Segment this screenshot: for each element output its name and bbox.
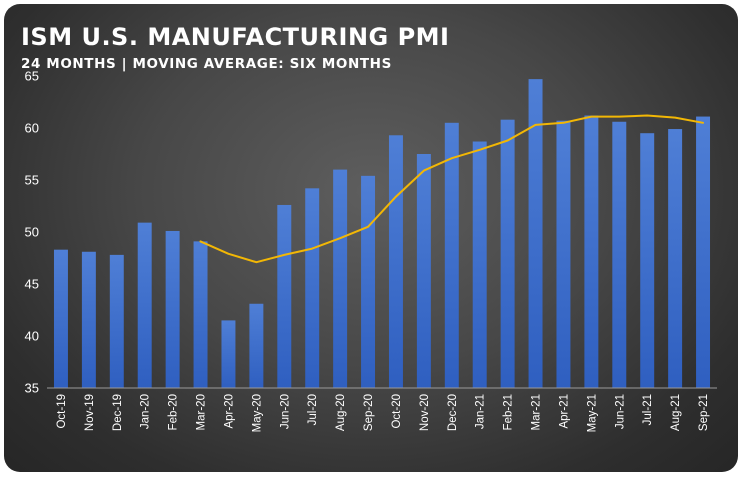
y-tick-label: 40: [25, 329, 39, 344]
x-tick-label: Oct-19: [56, 394, 68, 429]
x-tick-label: Jun-20: [279, 394, 291, 429]
bar-sep-21: [696, 116, 711, 388]
bar-mar-21: [528, 79, 543, 389]
x-tick-label: May-20: [251, 394, 263, 432]
y-tick-label: 35: [25, 381, 39, 396]
bar-nov-19: [81, 251, 96, 388]
x-tick-label: Jun-21: [614, 394, 626, 429]
x-tick-label: Oct-20: [391, 394, 403, 429]
bar-jun-21: [612, 121, 627, 388]
x-tick-label: Apr-20: [223, 394, 235, 429]
x-tick-label: Sep-21: [698, 394, 710, 431]
x-tick-label: Nov-20: [419, 394, 431, 431]
y-tick-label: 50: [25, 225, 39, 240]
y-tick-label: 45: [25, 277, 39, 292]
x-tick-label: Mar-21: [531, 394, 543, 430]
bar-may-21: [584, 115, 599, 389]
y-tick-label: 65: [25, 69, 39, 84]
bar-feb-21: [500, 119, 515, 389]
x-tick-label: Jan-21: [475, 394, 487, 429]
x-tick-label: Apr-21: [558, 394, 570, 429]
x-tick-label: Feb-21: [503, 394, 515, 430]
chart-card: ISM U.S. MANUFACTURING PMI 24 MONTHS | M…: [4, 4, 738, 472]
bar-nov-20: [416, 154, 431, 388]
bar-may-20: [249, 303, 264, 388]
x-tick-label: Dec-20: [447, 394, 459, 431]
bar-sep-20: [361, 175, 376, 388]
bar-oct-20: [388, 135, 403, 388]
bar-jun-20: [277, 204, 292, 388]
x-tick-label: Jul-20: [307, 394, 319, 425]
x-tick-label: Aug-21: [670, 394, 682, 431]
bar-apr-21: [556, 120, 571, 388]
bar-mar-20: [193, 241, 208, 388]
x-tick-label: Jan-20: [140, 394, 152, 429]
bar-aug-20: [333, 169, 348, 388]
x-tick-label: May-21: [586, 394, 598, 432]
y-tick-label: 60: [25, 121, 39, 136]
x-tick-label: Nov-19: [84, 394, 96, 431]
bar-apr-20: [221, 320, 236, 388]
bar-oct-19: [53, 249, 68, 388]
y-tick-label: 55: [25, 173, 39, 188]
bar-dec-19: [109, 254, 124, 388]
chart-subtitle: 24 MONTHS | MOVING AVERAGE: SIX MONTHS: [21, 56, 392, 72]
moving-average-line: [199, 114, 704, 264]
bar-jan-20: [137, 222, 152, 388]
chart-title: ISM U.S. MANUFACTURING PMI: [21, 23, 450, 51]
x-tick-label: Mar-20: [196, 394, 208, 430]
x-tick-label: Sep-20: [363, 394, 375, 431]
x-tick-label: Feb-20: [168, 394, 180, 430]
bar-jul-21: [640, 133, 655, 388]
x-tick-label: Jul-21: [642, 394, 654, 425]
bar-feb-20: [165, 230, 180, 388]
bar-aug-21: [668, 129, 683, 388]
bar-jul-20: [305, 188, 320, 388]
x-tick-label: Dec-19: [112, 394, 124, 431]
bar-jan-21: [472, 141, 487, 388]
x-tick-label: Aug-20: [335, 394, 347, 431]
bar-dec-20: [444, 122, 459, 389]
chart-plot: 35 40 45 50 55 60 65 Oct-19 Nov-19 Dec-19 Jan-20 Fe…: [25, 69, 717, 432]
